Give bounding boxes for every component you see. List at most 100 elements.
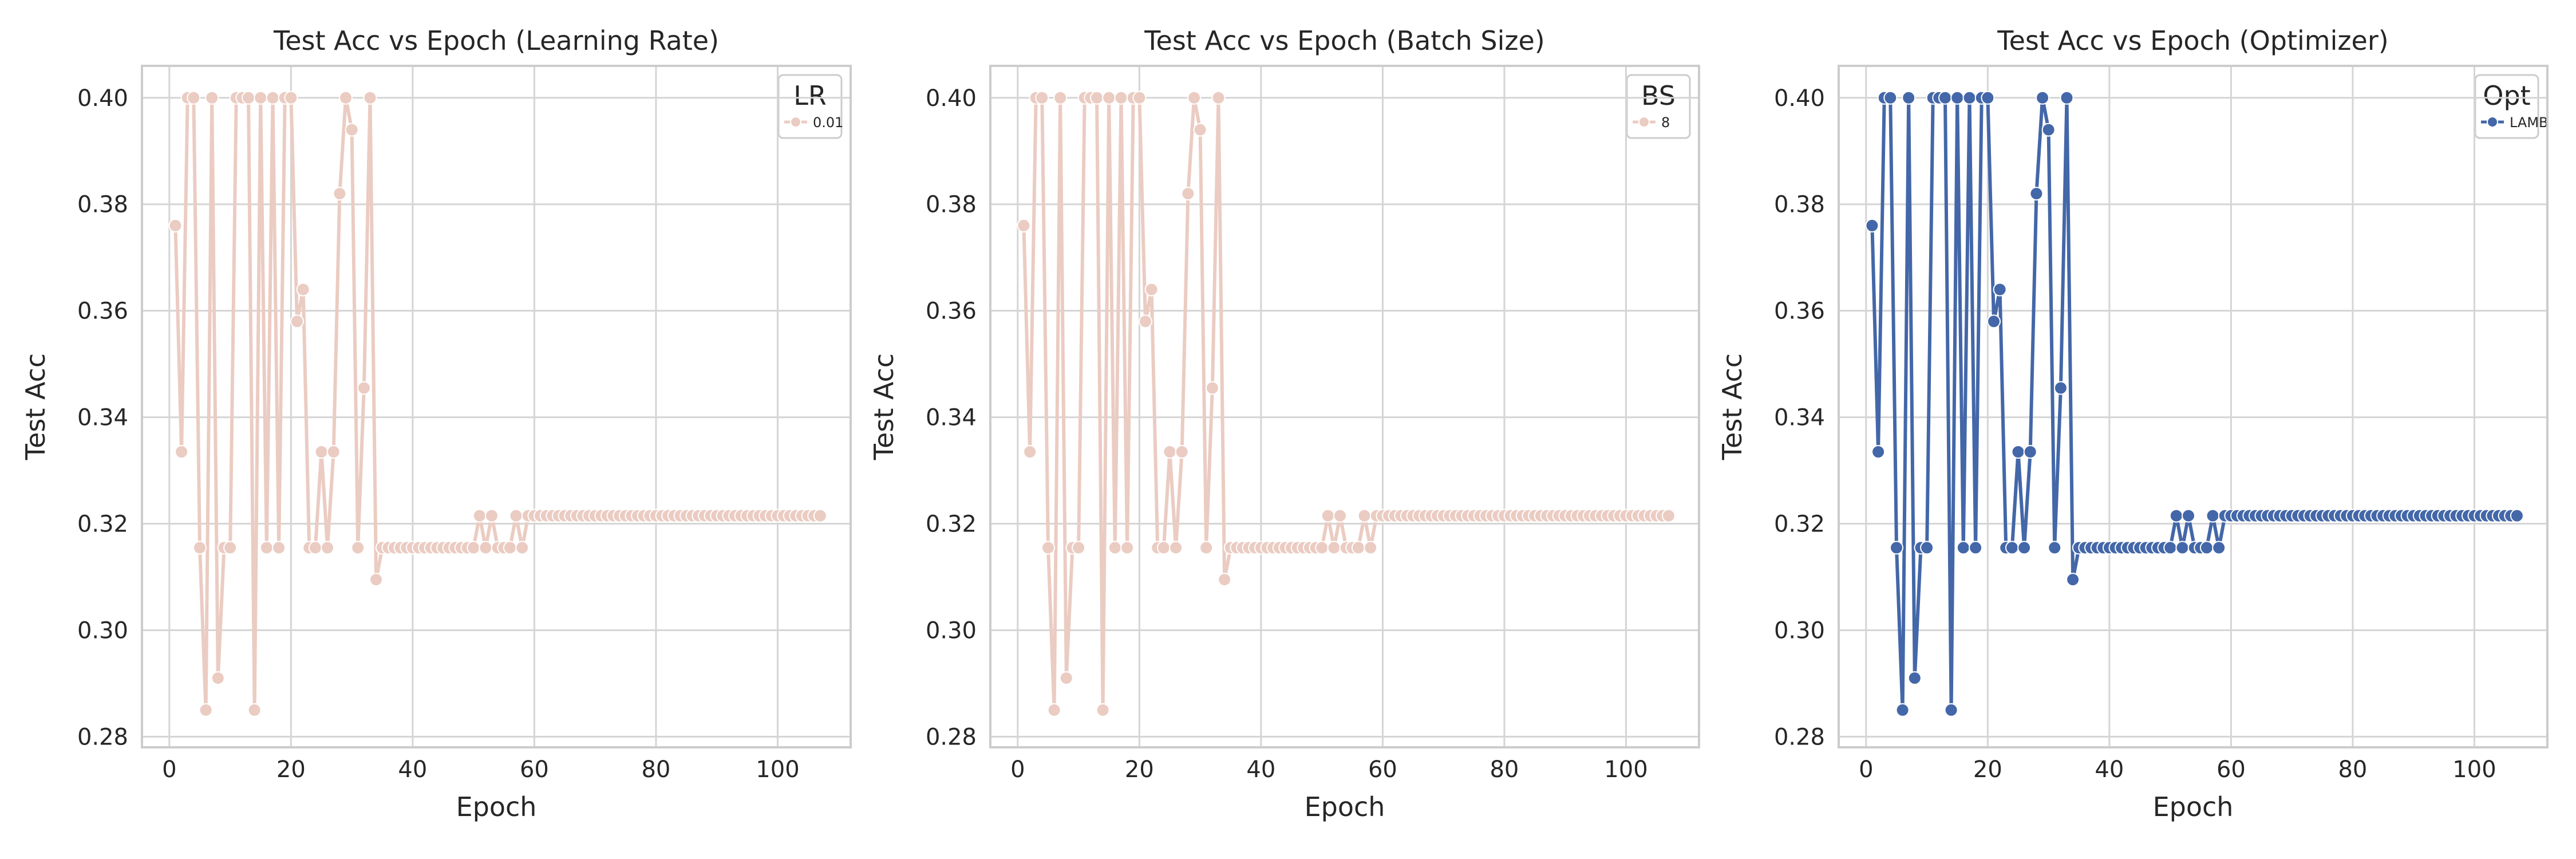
data-point: [205, 90, 219, 105]
data-point: [1327, 541, 1341, 555]
x-tick-label: 80: [1490, 756, 1519, 783]
y-tick-label: 0.40: [1774, 85, 1825, 112]
y-axis-label: Test Acc: [868, 353, 899, 460]
data-point: [326, 445, 341, 459]
data-point: [2048, 541, 2062, 555]
data-point: [1981, 90, 1995, 105]
data-point: [2163, 541, 2178, 555]
data-point: [1139, 314, 1152, 329]
data-point: [1211, 90, 1226, 105]
data-point: [369, 573, 384, 587]
data-point: [272, 541, 286, 555]
plot-frame: [989, 65, 1700, 748]
data-point: [363, 90, 377, 105]
data-point: [2036, 90, 2049, 105]
legend-marker-swatch: [2487, 116, 2498, 128]
y-tick-label: 0.32: [926, 511, 977, 538]
data-point: [1041, 541, 1055, 555]
x-tick-label: 100: [756, 756, 799, 783]
x-tick-label: 0: [162, 756, 176, 783]
legend-entry-label: 8: [1661, 115, 1670, 131]
data-point: [1969, 541, 1983, 555]
data-point: [479, 541, 493, 555]
legend-title: LR: [793, 80, 827, 111]
data-point: [1364, 541, 1378, 555]
y-axis-label: Test Acc: [20, 353, 51, 460]
data-point: [1175, 445, 1189, 459]
data-point: [1072, 541, 1086, 555]
data-point: [199, 703, 213, 717]
data-point: [351, 541, 365, 555]
data-point: [1351, 541, 1365, 555]
y-tick-label: 0.28: [1774, 724, 1825, 750]
x-tick-label: 20: [1125, 756, 1154, 783]
data-point: [2206, 509, 2220, 523]
legend-entry-label: LAMB: [2510, 115, 2549, 131]
y-tick-label: 0.30: [1774, 617, 1825, 644]
y-tick-label: 0.38: [1774, 192, 1825, 218]
data-point: [2041, 123, 2056, 137]
data-point: [175, 445, 189, 459]
x-tick-label: 40: [2095, 756, 2124, 783]
data-point: [1163, 445, 1177, 459]
legend-title: Opt: [2483, 80, 2530, 111]
data-point: [345, 123, 359, 137]
y-tick-label: 0.28: [926, 724, 977, 750]
legend-marker-swatch: [790, 116, 801, 128]
data-point: [515, 541, 530, 555]
data-point: [2017, 541, 2032, 555]
data-point: [1357, 509, 1372, 523]
data-point: [2169, 509, 2183, 523]
data-point: [308, 541, 322, 555]
data-point: [1962, 90, 1977, 105]
y-tick-label: 0.30: [77, 617, 128, 644]
x-tick-label: 60: [520, 756, 549, 783]
data-point: [333, 187, 347, 201]
data-point: [1950, 90, 1965, 105]
data-point: [242, 90, 255, 105]
data-point: [223, 541, 238, 555]
legend-title: BS: [1641, 80, 1676, 111]
data-point: [187, 90, 201, 105]
data-point: [1205, 381, 1219, 395]
y-tick-label: 0.32: [77, 511, 128, 538]
data-point: [266, 90, 280, 105]
panel-title: Test Acc vs Epoch (Learning Rate): [273, 25, 719, 56]
y-tick-label: 0.38: [77, 192, 128, 218]
data-point: [2510, 509, 2524, 523]
data-point: [1017, 218, 1031, 233]
data-point: [1114, 90, 1128, 105]
data-point: [1132, 90, 1147, 105]
x-tick-label: 20: [276, 756, 306, 783]
data-point: [2212, 541, 2226, 555]
x-tick-label: 100: [2452, 756, 2496, 783]
data-point: [2005, 541, 2019, 555]
y-tick-label: 0.32: [1774, 511, 1825, 538]
data-point: [1315, 541, 1329, 555]
data-point: [2175, 541, 2190, 555]
x-tick-label: 40: [398, 756, 427, 783]
data-point: [1902, 90, 1916, 105]
data-point: [2066, 573, 2080, 587]
data-point: [211, 671, 225, 685]
data-point: [1987, 314, 2001, 329]
data-point: [1096, 703, 1110, 717]
data-point: [1944, 703, 1958, 717]
y-tick-label: 0.36: [926, 298, 977, 325]
plot-frame: [1838, 65, 2549, 748]
panel-batch-size: Test Acc vs Epoch (Batch Size) Epoch Tes…: [868, 25, 1700, 822]
x-tick-label: 0: [1010, 756, 1025, 783]
data-point: [503, 541, 517, 555]
data-point: [1059, 671, 1073, 685]
data-point: [509, 509, 523, 523]
data-point: [2029, 187, 2044, 201]
data-point: [1102, 90, 1116, 105]
data-point: [254, 90, 268, 105]
x-tick-label: 80: [2338, 756, 2367, 783]
data-point: [321, 541, 335, 555]
data-point: [2060, 90, 2074, 105]
x-tick-label: 20: [1973, 756, 2002, 783]
data-point: [290, 314, 304, 329]
data-point: [1956, 541, 1970, 555]
y-tick-label: 0.34: [77, 405, 128, 431]
